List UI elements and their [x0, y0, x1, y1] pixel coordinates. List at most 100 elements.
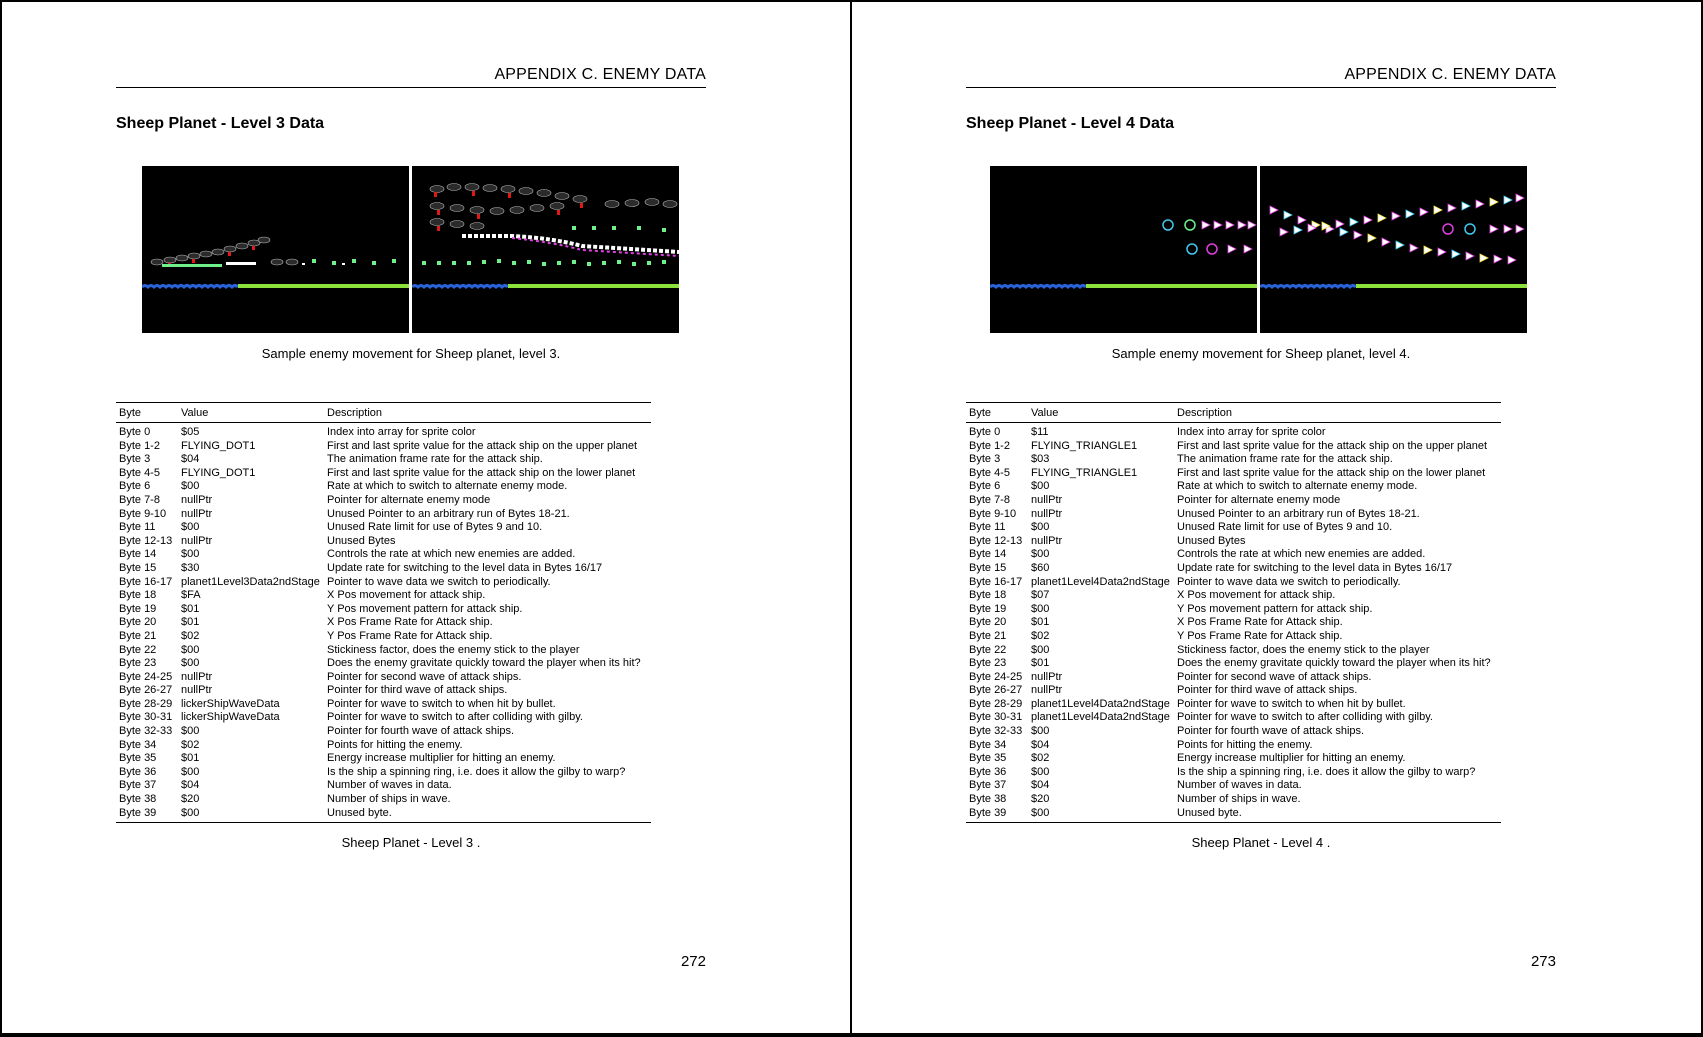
- cell-value: $00: [181, 548, 200, 561]
- table-row: Byte 37 $04 Number of waves in data.: [966, 779, 1501, 793]
- table-row: Byte 11 $00 Unused Rate limit for use of B…: [966, 521, 1501, 535]
- cell-value: $04: [1031, 738, 1050, 751]
- table-row: Byte 20 $01 X Pos Frame Rate for Attack sh…: [966, 616, 1501, 630]
- table-row: Byte 11 $00 Unused Rate limit for use of B…: [116, 521, 651, 535]
- cell-description: Unused Rate limit for use of Bytes 9 and…: [327, 521, 543, 534]
- cell-description: Rate at which to switch to alternate ene…: [327, 480, 568, 493]
- table-row: Byte 9-10 nullPtr Unused Pointer to an arb…: [116, 508, 651, 522]
- right-page: APPENDIX C. ENEMY DATA Sheep Planet - Le…: [852, 0, 1700, 1033]
- cell-byte: Byte 30-31: [969, 711, 1023, 724]
- cell-description: Unused Bytes: [1177, 534, 1246, 547]
- cell-byte: Byte 14: [969, 548, 1007, 561]
- cell-description: Stickiness factor, does the enemy stick …: [327, 643, 580, 656]
- table-row: Byte 34 $04 Points for hitting the enemy.: [966, 739, 1501, 753]
- cell-description: First and last sprite value for the atta…: [327, 466, 636, 479]
- cell-value: $00: [1031, 548, 1050, 561]
- cell-value: $00: [1031, 725, 1050, 738]
- cell-value: FLYING_DOT1: [181, 439, 256, 452]
- cell-description: Pointer for third wave of attack ships.: [1177, 684, 1358, 697]
- header-rule: [966, 87, 1556, 88]
- cell-value: $00: [1028, 806, 1174, 824]
- table-row: Byte 38 $20 Number of ships in wave.: [116, 793, 651, 807]
- cell-value: planet1Level3Data2ndStage: [181, 575, 320, 588]
- cell-value: $11: [1031, 426, 1049, 438]
- cell-byte: Byte 7-8: [119, 493, 160, 506]
- cell-byte: Byte 18: [119, 589, 157, 602]
- cell-description: Y Pos Frame Rate for Attack ship.: [1177, 629, 1343, 642]
- cell-description: Number of ships in wave.: [1177, 793, 1301, 806]
- cell-byte: Byte 26-27: [969, 684, 1023, 697]
- cell-description: Unused Pointer to an arbitrary run of By…: [1177, 507, 1420, 520]
- cell-byte: Byte 0: [119, 426, 151, 438]
- cell-description: Pointer for fourth wave of attack ships.: [1177, 725, 1365, 738]
- cell-description: Unused byte.: [1174, 806, 1501, 824]
- cell-value: $01: [181, 616, 200, 629]
- cell-byte: Byte 37: [119, 779, 157, 792]
- cell-byte: Byte 6: [969, 480, 1001, 493]
- cell-value: nullPtr: [181, 493, 213, 506]
- sheep-level4-frame-b: [1260, 166, 1527, 333]
- enemy-data-table: Byte Value Description Byte 0 $05 Index in…: [116, 402, 651, 824]
- cell-value: planet1Level4Data2ndStage: [1031, 697, 1170, 710]
- cell-description: Index into array for sprite color: [1177, 426, 1326, 438]
- cell-byte: Byte 23: [119, 657, 157, 670]
- cell-byte: Byte 35: [119, 752, 157, 765]
- cell-description: Energy increase multiplier for hitting a…: [1177, 752, 1406, 765]
- cell-description: Does the enemy gravitate quickly toward …: [327, 657, 641, 670]
- cell-byte: Byte 11: [969, 521, 1006, 534]
- cell-description: Unused Rate limit for use of Bytes 9 and…: [1177, 521, 1393, 534]
- cell-value: $30: [181, 561, 200, 574]
- table-row: Byte 30-31 planet1Level4Data2ndStage Point…: [966, 711, 1501, 725]
- cell-byte: Byte 9-10: [119, 507, 167, 520]
- cell-description: X Pos Frame Rate for Attack ship.: [327, 616, 493, 629]
- cell-value: $FA: [181, 589, 201, 602]
- cell-byte: Byte 20: [969, 616, 1007, 629]
- cell-value: nullPtr: [1031, 670, 1063, 683]
- column-header-byte: Byte: [966, 402, 1028, 423]
- cell-description: Is the ship a spinning ring, i.e. does i…: [327, 765, 626, 778]
- cell-value: $01: [181, 752, 200, 765]
- cell-value: $04: [1031, 779, 1050, 792]
- table-row: Byte 19 $01 Y Pos movement pattern for att…: [116, 603, 651, 617]
- cell-byte: Byte 18: [969, 589, 1007, 602]
- table-row: Byte 28-29 planet1Level4Data2ndStage Point…: [966, 698, 1501, 712]
- cell-byte: Byte 19: [969, 602, 1007, 615]
- cell-byte: Byte 14: [119, 548, 157, 561]
- table-row: Byte 21 $02 Y Pos Frame Rate for Attack sh…: [966, 630, 1501, 644]
- header-rule: [116, 87, 706, 88]
- table-row: Byte 1-2 FLYING_DOT1 First and last sprite…: [116, 440, 651, 454]
- cell-description: Rate at which to switch to alternate ene…: [1177, 480, 1418, 493]
- table-row: Byte 3 $03 The animation frame rate for th…: [966, 453, 1501, 467]
- column-header-byte: Byte: [116, 402, 178, 423]
- cell-description: Unused byte.: [324, 806, 651, 824]
- cell-byte: Byte 4-5: [119, 466, 160, 479]
- table-row: Byte 0 $05 Index into array for sprite col…: [116, 423, 651, 440]
- cell-byte: Byte 20: [119, 616, 157, 629]
- cell-value: nullPtr: [181, 684, 213, 697]
- cell-value: $00: [178, 806, 324, 824]
- cell-value: $04: [181, 779, 200, 792]
- cell-byte: Byte 16-17: [119, 575, 173, 588]
- cell-byte: Byte 32-33: [969, 725, 1023, 738]
- table-row: Byte 23 $01 Does the enemy gravitate quick…: [966, 657, 1501, 671]
- cell-byte: Byte 16-17: [969, 575, 1023, 588]
- table-row: Byte 30-31 lickerShipWaveData Pointer for …: [116, 711, 651, 725]
- game-screenshot-1: [142, 166, 409, 333]
- cell-description: Pointer for wave to switch to when hit b…: [327, 697, 556, 710]
- cell-byte: Byte 0: [969, 426, 1001, 438]
- cell-value: $00: [1031, 643, 1050, 656]
- table-row: Byte 16-17 planet1Level3Data2ndStage Point…: [116, 576, 651, 590]
- table-row: Byte 22 $00 Stickiness factor, does the en…: [966, 644, 1501, 658]
- section-title: Sheep Planet - Level 3 Data: [116, 115, 325, 132]
- cell-value: planet1Level4Data2ndStage: [1031, 575, 1170, 588]
- cell-value: $03: [1031, 453, 1050, 466]
- game-screenshot-2: [1260, 166, 1527, 333]
- cell-byte: Byte 37: [969, 779, 1007, 792]
- table-row: Byte 39 $00 Unused byte.: [116, 806, 651, 824]
- table-row: Byte 6 $00 Rate at which to switch to alte…: [116, 480, 651, 494]
- cell-byte: Byte 6: [119, 480, 151, 493]
- cell-value: $05: [181, 426, 200, 438]
- table-row: Byte 0 $11 Index into array for sprite col…: [966, 423, 1501, 440]
- cell-description: Index into array for sprite color: [327, 426, 476, 438]
- cell-byte: Byte 3: [119, 453, 151, 466]
